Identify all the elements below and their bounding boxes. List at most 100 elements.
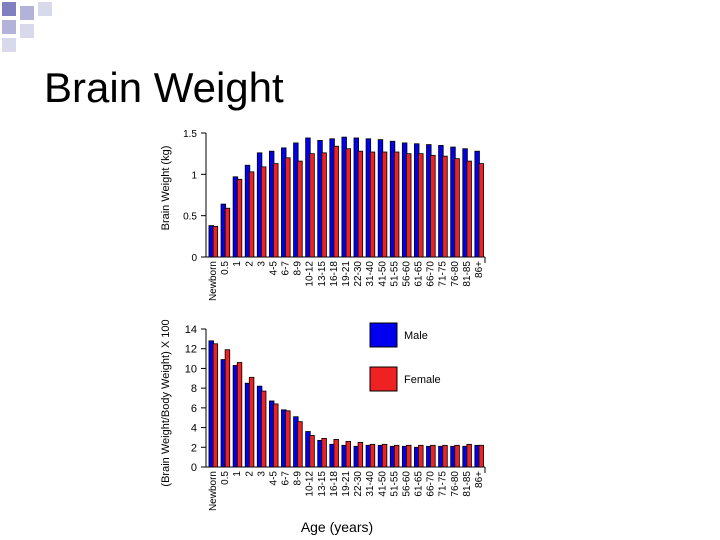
bar-female — [430, 444, 436, 468]
x-category-label: 6-7 — [281, 471, 292, 486]
x-category-label: 0.5 — [220, 261, 231, 275]
x-category-label: 22-30 — [353, 471, 364, 497]
bar-female — [236, 362, 243, 468]
legend-swatch-male — [369, 322, 398, 348]
bar-female — [393, 151, 400, 258]
decoration-square-4 — [2, 20, 16, 34]
x-category-label: 16-18 — [329, 261, 340, 287]
x-category-label: Newborn — [208, 471, 219, 511]
x-category-label: 61-65 — [414, 261, 425, 287]
bar-female — [478, 163, 484, 258]
y-tick-label: 6 — [191, 403, 197, 415]
bar-female — [248, 376, 255, 468]
y-tick-label: 2 — [191, 442, 197, 454]
bar-female — [309, 153, 315, 258]
bar-female — [212, 226, 219, 258]
x-category-label: Newborn — [208, 261, 219, 301]
bar-female — [309, 435, 315, 468]
y-tick-label: 14 — [185, 324, 197, 336]
bar-female — [273, 163, 279, 258]
bar-female — [273, 403, 279, 468]
bar-female — [406, 444, 412, 468]
bar-female — [442, 444, 448, 468]
x-category-label: 19-21 — [341, 261, 352, 287]
bar-female — [357, 441, 364, 468]
x-category-label: 56-60 — [401, 471, 412, 497]
x-category-label: 51-55 — [389, 471, 400, 497]
bar-female — [248, 171, 255, 258]
y-tick-label: 8 — [191, 383, 197, 395]
y-axis-label: (Brain Weight/Body Weight) X 100 — [160, 319, 172, 486]
x-category-label: 10-12 — [305, 471, 316, 497]
slide-title: Brain Weight — [44, 64, 284, 111]
chart-2: 0 2 4 6 8 10 12 14 (Brain Weight/Body Weight) X … — [160, 319, 486, 535]
bar-female — [345, 440, 351, 468]
x-category-label: 0.5 — [220, 471, 231, 485]
bar-female — [345, 148, 351, 258]
x-category-label: 13-15 — [317, 471, 328, 497]
legend-swatch-female — [369, 366, 398, 392]
bar-female — [418, 153, 424, 258]
bar-female — [466, 160, 472, 258]
bar-female — [260, 166, 267, 258]
x-category-label: 76-80 — [450, 471, 461, 497]
bar-female — [297, 421, 303, 468]
y-tick-label: 4 — [191, 423, 197, 435]
x-category-label: 41-50 — [377, 261, 388, 287]
x-category-label: 3 — [256, 471, 267, 477]
y-tick-label: 0 — [191, 253, 197, 264]
x-category-label: 81-85 — [462, 471, 473, 497]
x-category-label: 3 — [256, 261, 267, 267]
x-category-label: 2 — [244, 261, 255, 267]
bar-female — [454, 158, 460, 258]
x-category-label: 19-21 — [341, 471, 352, 497]
legend-label-male: Male — [404, 330, 428, 342]
x-category-label: 8-9 — [293, 471, 304, 486]
x-category-label: 4-5 — [268, 261, 279, 276]
y-tick-label: 10 — [185, 363, 197, 375]
x-category-label: 76-80 — [450, 261, 461, 287]
bar-female — [369, 443, 376, 468]
bar-female — [321, 438, 327, 468]
bar-female — [369, 151, 376, 258]
x-category-label: 1 — [232, 261, 243, 267]
bar-female — [212, 343, 219, 468]
legend-label-female: Female — [404, 374, 441, 386]
bar-female — [430, 154, 436, 258]
y-tick-label: 1.5 — [183, 129, 197, 140]
y-tick-label: 0.5 — [183, 212, 197, 223]
y-tick-label: 0 — [191, 462, 197, 474]
bar-female — [321, 152, 327, 258]
x-category-label: 71-75 — [438, 261, 449, 287]
bar-female — [381, 443, 388, 468]
x-category-label: 6-7 — [281, 261, 292, 276]
x-category-label: 66-70 — [426, 261, 437, 287]
bar-female — [285, 410, 291, 468]
y-axis-label: Brain Weight (kg) — [160, 146, 172, 231]
bar-female — [224, 207, 231, 258]
bar-female — [333, 438, 339, 468]
x-category-label: 86+ — [474, 261, 485, 278]
decoration-square-5 — [20, 24, 34, 38]
x-axis-label: Age (years) — [301, 519, 373, 535]
x-category-label: 41-50 — [377, 471, 388, 497]
bar-female — [285, 157, 291, 258]
x-category-label: 51-55 — [389, 261, 400, 287]
x-category-label: 71-75 — [438, 471, 449, 497]
x-category-label: 1 — [232, 471, 243, 477]
x-category-label: 56-60 — [401, 261, 412, 287]
x-category-label: 81-85 — [462, 261, 473, 287]
x-category-label: 13-15 — [317, 261, 328, 287]
bar-female — [333, 145, 339, 258]
bar-female — [260, 390, 267, 468]
x-category-label: 31-40 — [365, 261, 376, 287]
bar-female — [454, 444, 460, 468]
x-category-label: 66-70 — [426, 471, 437, 497]
x-category-label: 8-9 — [293, 261, 304, 276]
bar-female — [442, 155, 448, 258]
bar-female — [357, 150, 364, 258]
bar-female — [418, 444, 424, 468]
y-tick-label: 12 — [185, 344, 197, 356]
